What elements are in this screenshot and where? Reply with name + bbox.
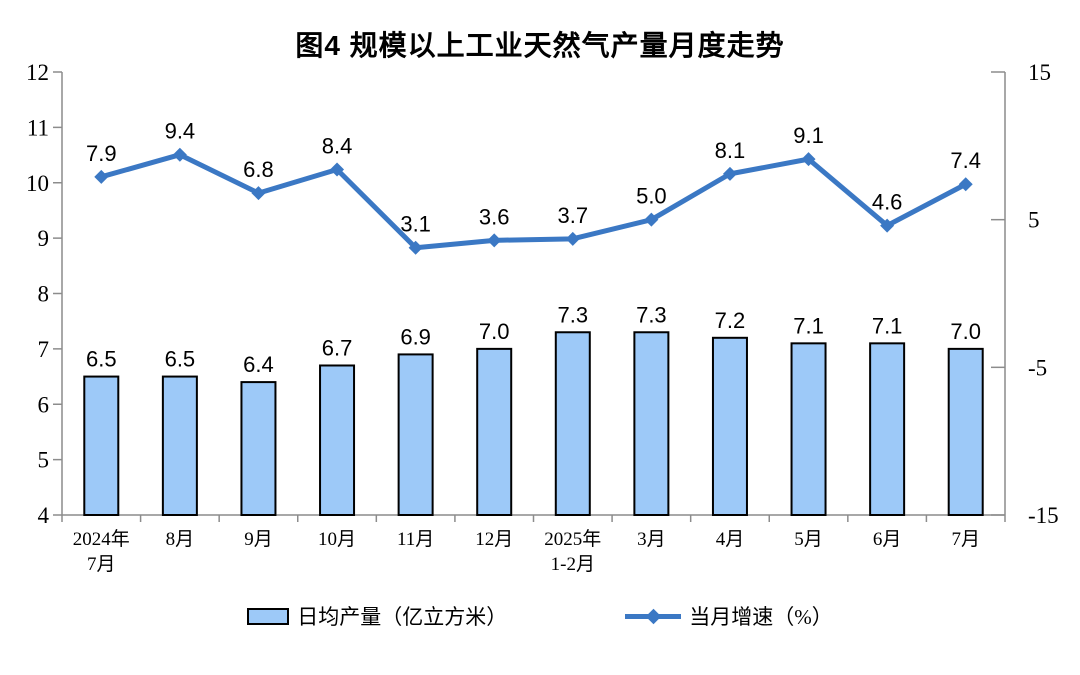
x-category-label: 4月 (716, 529, 745, 550)
line-marker-diamond (722, 166, 737, 181)
legend-item-bar: 日均产量（亿立方米） (247, 601, 507, 631)
left-axis-tick-label: 8 (38, 282, 50, 307)
bar (319, 364, 356, 516)
bar-value-label: 6.5 (165, 347, 196, 372)
line-marker-diamond (880, 218, 895, 233)
line-value-label: 9.1 (793, 123, 824, 148)
bar-value-label: 6.9 (400, 324, 431, 349)
x-category-label: 8月 (166, 529, 195, 550)
line-value-label: 5.0 (636, 184, 667, 209)
line-marker-diamond (487, 233, 502, 248)
bar-value-label: 6.7 (322, 335, 353, 360)
line-value-label: 6.8 (243, 157, 274, 182)
line-marker-diamond (801, 152, 816, 167)
line-value-label: 8.1 (715, 138, 746, 163)
x-category-label: 7月 (951, 529, 980, 550)
line-marker-diamond (958, 177, 973, 192)
line-value-label: 9.4 (165, 119, 196, 144)
x-category-label: 12月 (475, 529, 513, 550)
line-value-label: 3.6 (479, 204, 510, 229)
line-marker-diamond (172, 147, 187, 162)
right-axis-tick-label: 5 (1028, 208, 1040, 233)
bar-swatch-icon (247, 607, 290, 625)
bar-value-label: 7.1 (872, 313, 903, 338)
line-marker-diamond (644, 212, 659, 227)
bar-value-label: 7.3 (636, 302, 667, 327)
bar (711, 336, 748, 516)
x-category-label: 10月 (318, 529, 356, 550)
left-axis-tick-label: 4 (38, 503, 50, 528)
bar (947, 347, 984, 516)
legend-label-line: 当月增速（%） (689, 605, 833, 629)
bar (790, 342, 827, 516)
line-value-label: 3.1 (400, 212, 431, 237)
bar (633, 331, 670, 517)
left-axis-tick-label: 6 (38, 392, 50, 417)
line-marker-diamond (565, 231, 580, 246)
left-axis-tick-label: 10 (26, 171, 49, 196)
bar (554, 331, 591, 517)
left-axis-tick-label: 11 (27, 115, 49, 140)
bar (397, 353, 434, 516)
right-axis-tick-label: -5 (1028, 355, 1047, 380)
line-swatch-icon (625, 608, 682, 625)
left-axis-tick-label: 5 (38, 448, 50, 473)
chart-title: 图4 规模以上工业天然气产量月度走势 (295, 30, 785, 61)
bar (240, 381, 277, 516)
line-marker-diamond (330, 162, 345, 177)
bar (476, 347, 513, 516)
right-axis-tick-label: 15 (1028, 60, 1051, 85)
x-category-label: 9月 (244, 529, 273, 550)
x-category-label: 3月 (637, 529, 666, 550)
left-axis-tick-label: 9 (38, 226, 50, 251)
bar (161, 375, 198, 516)
growth-line (98, 152, 969, 251)
line-value-label: 4.6 (872, 190, 903, 215)
left-axis-tick-label: 12 (26, 60, 49, 85)
line-value-label: 8.4 (322, 133, 353, 158)
x-category-label: 11月 (397, 529, 434, 550)
bar-value-label: 7.0 (479, 319, 510, 344)
legend-item-line: 当月增速（%） (625, 601, 833, 631)
line-value-label: 7.4 (950, 148, 981, 173)
bar (869, 342, 906, 516)
bar-value-label: 7.2 (715, 308, 746, 333)
left-axis-tick-label: 7 (38, 337, 50, 362)
bar-value-label: 6.4 (243, 352, 274, 377)
bar-value-label: 6.5 (86, 347, 117, 372)
x-category-label: 6月 (873, 529, 902, 550)
line-marker-diamond (94, 169, 109, 184)
x-category-label: 5月 (794, 529, 823, 550)
x-category-label: 2025年 1-2月 (544, 528, 601, 575)
x-category-label: 2024年 7月 (73, 528, 130, 575)
line-value-label: 3.7 (557, 203, 588, 228)
line-value-label: 7.9 (86, 141, 117, 166)
legend-label-bar: 日均产量（亿立方米） (297, 605, 508, 629)
line-marker-diamond (408, 240, 423, 255)
bar-value-label: 7.3 (557, 302, 588, 327)
right-axis-tick-label: -15 (1028, 503, 1059, 528)
legend: 日均产量（亿立方米） 当月增速（%） (0, 601, 1080, 631)
bar (83, 375, 120, 516)
bar-value-label: 7.0 (950, 319, 981, 344)
bar-value-label: 7.1 (793, 313, 824, 338)
line-marker-diamond (251, 186, 266, 201)
